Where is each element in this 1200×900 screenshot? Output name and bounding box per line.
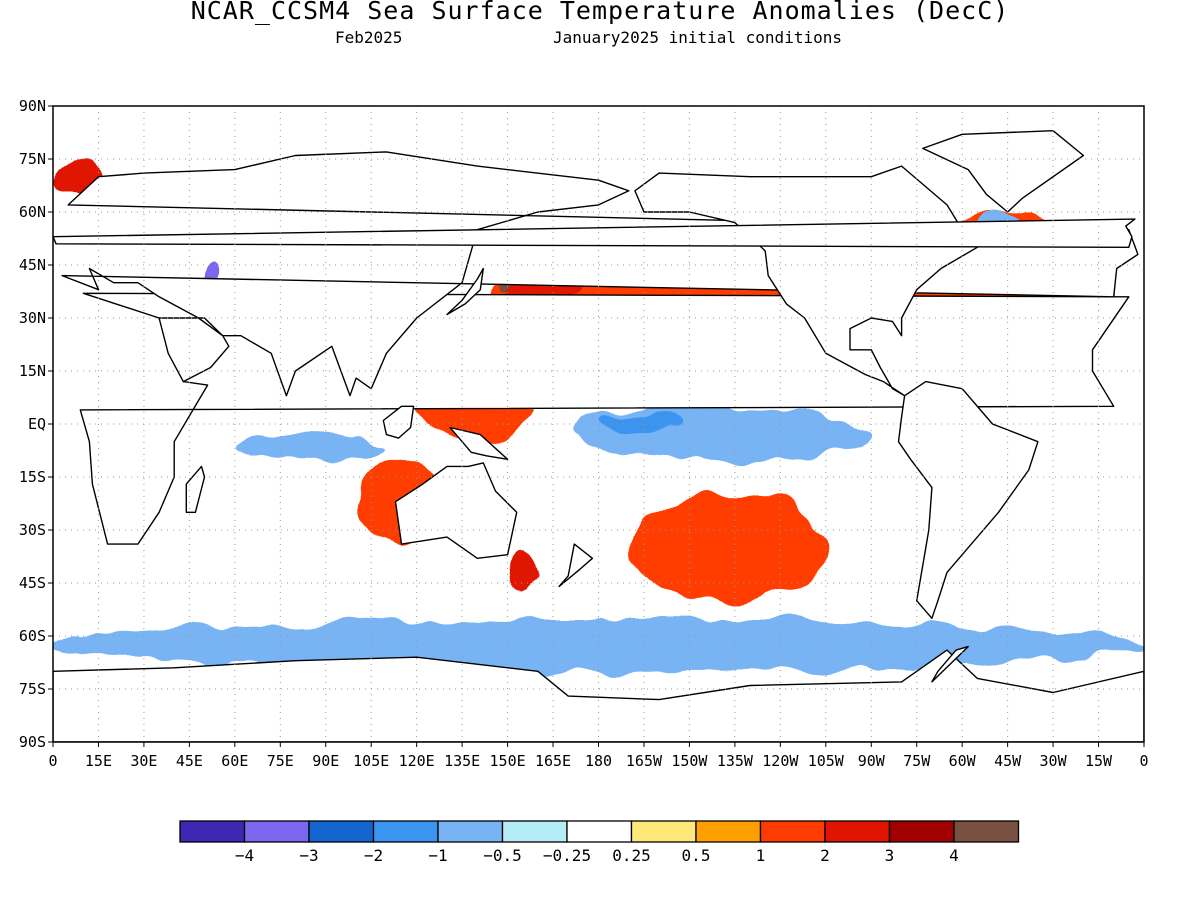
anomaly-region [507,547,538,594]
gridlines [53,106,1144,742]
y-tick-label: 15S [19,468,46,486]
colorbar-label: −3 [299,846,318,865]
south-america-landmass [897,380,1039,619]
colorbar-swatch [566,820,633,843]
x-tick-label: 120E [399,752,435,770]
colorbar-swatch [953,820,1020,843]
anomaly-region [568,406,872,460]
initial-conditions-label: January2025 initial conditions [553,28,842,47]
colorbar-swatch [243,820,310,843]
y-tick-label: 75N [19,150,46,168]
y-tick-label: 90N [19,97,46,115]
colorbar-label: −4 [235,846,254,865]
x-tick-label: 105E [353,752,389,770]
colorbar-swatch [888,820,955,843]
anomaly-region [53,618,1144,672]
colorbar-swatch [501,820,568,843]
colorbar-swatch [372,820,439,843]
x-tick-label: 120W [762,752,799,770]
y-tick-label: 45S [19,574,46,592]
colorbar-label: 4 [949,846,959,865]
colorbar-label: 3 [885,846,895,865]
colorbar-label: 2 [820,846,830,865]
colorbar-swatch [179,820,246,843]
borneo-landmass [382,405,415,439]
longitude-ticks: 0 15E 30E 45E 60E 75E 90E 105E 120E 135E 150E 165E 1… [48,742,1149,770]
antarctic-peninsula-landmass [931,645,969,683]
greenland-landmass [922,129,1085,213]
colorbar-swatch [759,820,826,843]
continents [53,129,1144,742]
uk-landmass [53,218,1136,249]
latitude-ticks: 90N 75N 60N 45N 30N 15N EQ 15S 30S 45S 60S 75S 90S [19,97,53,751]
colorbar-swatch [437,820,504,843]
x-tick-label: 75W [903,752,931,770]
new-guinea-landmass [449,426,509,460]
x-tick-label: 165W [626,752,663,770]
arabia-landmass [158,317,230,383]
colorbar-label: 0.5 [682,846,711,865]
anomaly-region [53,159,99,195]
colorbar-label: −1 [428,846,447,865]
x-tick-label: 90E [312,752,339,770]
x-tick-label: 105W [808,752,845,770]
x-tick-label: 60E [221,752,248,770]
y-tick-label: 45N [19,256,46,274]
colorbar-label: −0.25 [543,846,591,865]
x-tick-label: 150W [671,752,708,770]
colorbar-label: −2 [364,846,383,865]
y-tick-label: 90S [19,733,46,751]
x-tick-label: 180 [585,752,612,770]
x-tick-label: 0 [48,752,57,770]
x-tick-label: 135W [717,752,754,770]
y-tick-label: 30S [19,521,46,539]
x-tick-label: 90W [858,752,886,770]
x-tick-label: 15W [1085,752,1113,770]
y-tick-label: 30N [19,309,46,327]
x-tick-label: 150E [490,752,526,770]
y-tick-label: 60N [19,203,46,221]
x-tick-label: 60W [949,752,977,770]
colorbar-swatch [630,820,697,843]
forecast-month-label: Feb2025 [335,28,403,47]
madagascar-landmass [185,465,206,513]
x-tick-label: 45W [994,752,1022,770]
colorbar-label: 0.25 [612,846,651,865]
colorbar-swatch [824,820,891,843]
x-tick-label: 75E [267,752,294,770]
antarctica-landmass [53,649,1144,742]
x-tick-label: 0 [1139,752,1148,770]
colorbar-swatch [695,820,762,843]
chart-title: NCAR_CCSM4 Sea Surface Temperature Anoma… [190,0,1010,25]
new-zealand-landmass [558,543,594,588]
anomaly-region [234,434,387,460]
y-tick-label: 75S [19,680,46,698]
colorbar-label: −0.5 [483,846,522,865]
x-tick-label: 15E [85,752,112,770]
x-tick-label: 135E [444,752,480,770]
x-tick-label: 30E [130,752,157,770]
japan-landmass [446,267,484,316]
australia-landmass [394,462,518,559]
anomaly-region [628,494,826,601]
colorbar-swatch [308,820,375,843]
colorbar: −4 −3 −2 −1 −0.5 −0.25 0.25 0.5 1 2 3 4 [179,820,1020,865]
x-tick-label: 45E [176,752,203,770]
x-tick-label: 165E [535,752,571,770]
x-tick-label: 30W [1040,752,1068,770]
y-tick-label: 60S [19,627,46,645]
y-tick-label: 15N [19,362,46,380]
y-tick-label: EQ [28,415,46,433]
colorbar-label: 1 [756,846,766,865]
eurasia-landmass [61,151,1139,397]
